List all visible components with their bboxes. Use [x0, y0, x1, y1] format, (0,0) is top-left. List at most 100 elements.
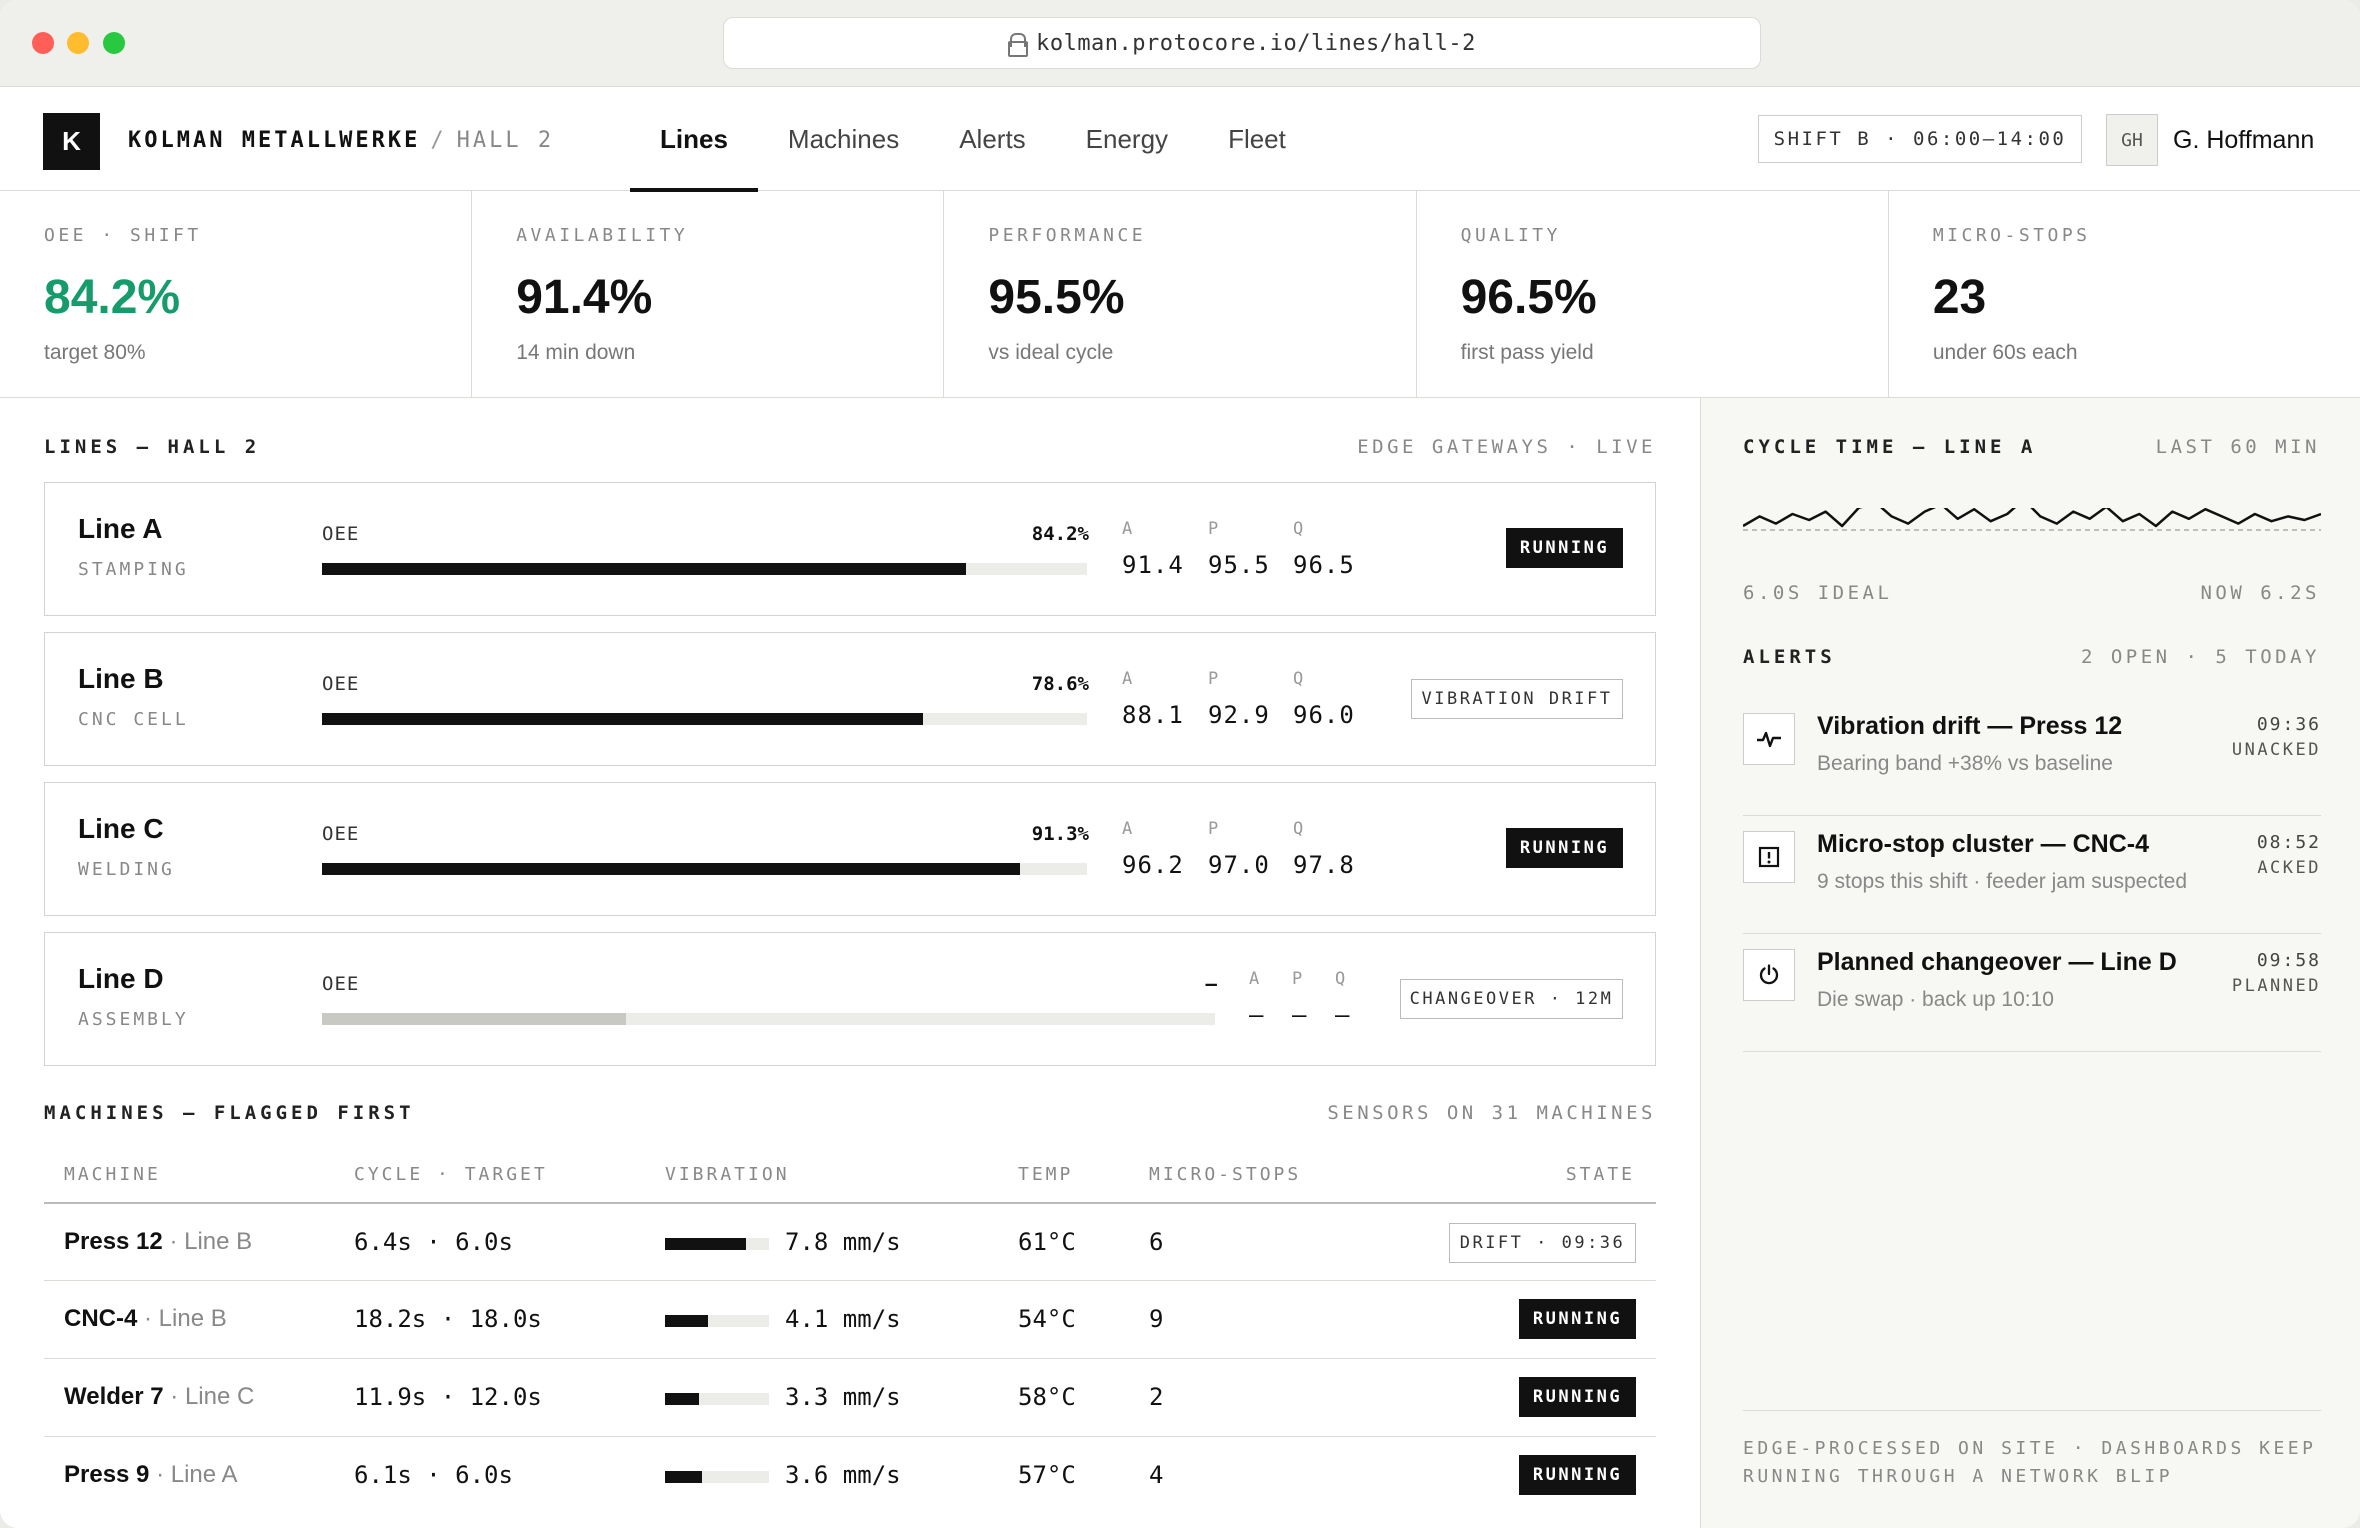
line-name: Line C	[78, 813, 164, 844]
avatar[interactable]: GH	[2106, 114, 2158, 166]
cycle-chart-meta: LAST 60 MIN	[2155, 436, 2320, 458]
tab-lines[interactable]: Lines	[630, 87, 758, 192]
q-label: Q	[1293, 519, 1304, 539]
table-row[interactable]: Press 12 · Line B 6.4s · 6.0s 7.8 mm/s 6…	[44, 1202, 1656, 1280]
micro-stops-cell: 2	[1149, 1383, 1164, 1411]
status-badge: RUNNING	[1519, 1455, 1636, 1495]
kpi-sub: 14 min down	[516, 341, 636, 364]
kpi-value: 23	[1932, 271, 1987, 324]
logo[interactable]: K	[43, 113, 100, 170]
kpi-sub: vs ideal cycle	[988, 341, 1114, 364]
performance-value: 97.0	[1208, 851, 1270, 879]
line-card-c[interactable]: Line C WELDING OEE 91.3% A P Q 96.2 97.0…	[44, 782, 1656, 916]
kpi-sub: under 60s each	[1932, 341, 2078, 364]
kpi-strip: OEE · SHIFT 84.2% target 80% AVAILABILIT…	[0, 191, 2360, 398]
oee-value: 91.3%	[1031, 823, 1089, 845]
line-card-a[interactable]: Line A STAMPING OEE 84.2% A P Q 91.4 95.…	[44, 482, 1656, 616]
q-label: Q	[1335, 969, 1346, 989]
machine-cell: Press 9 · Line A	[64, 1461, 237, 1489]
maximize-window-button[interactable]	[103, 32, 125, 54]
kpi-label: OEE · SHIFT	[44, 225, 202, 246]
alert-subtitle: 9 stops this shift · feeder jam suspecte…	[1817, 870, 2188, 893]
line-type: ASSEMBLY	[78, 1009, 189, 1030]
power-icon	[1743, 949, 1795, 1001]
hall-name[interactable]: HALL 2	[456, 128, 555, 153]
kpi-value: 95.5%	[988, 271, 1125, 324]
machine-line: · Line B	[144, 1305, 227, 1332]
kpi-sub: first pass yield	[1460, 341, 1594, 364]
tab-energy[interactable]: Energy	[1085, 123, 1169, 154]
machine-name: Welder 7	[64, 1383, 164, 1410]
column-header-state[interactable]: STATE	[1565, 1164, 1635, 1185]
table-row[interactable]: Welder 7 · Line C 11.9s · 12.0s 3.3 mm/s…	[44, 1358, 1656, 1436]
alert-item[interactable]: Micro-stop cluster — CNC-4 9 stops this …	[1743, 816, 2321, 934]
kpi-sub: target 80%	[44, 341, 146, 364]
machines-section-title: MACHINES — FLAGGED FIRST	[44, 1102, 415, 1124]
oee-label: OEE	[322, 823, 360, 845]
right-panel: CYCLE TIME — LINE A LAST 60 MIN 6.0S IDE…	[1700, 398, 2360, 1528]
cycle-chart-title: CYCLE TIME — LINE A	[1743, 436, 2037, 458]
vibration-bar-fill	[665, 1393, 700, 1405]
alert-item[interactable]: Vibration drift — Press 12 Bearing band …	[1743, 698, 2321, 816]
breadcrumb: KOLMAN METALLWERKE / HALL 2	[128, 128, 554, 153]
address-bar[interactable]: kolman.protocore.io/lines/hall-2	[723, 17, 1761, 69]
micro-stops-cell: 4	[1149, 1461, 1164, 1489]
temp-cell: 54°C	[1018, 1305, 1076, 1333]
table-row[interactable]: Press 9 · Line A 6.1s · 6.0s 3.6 mm/s 57…	[44, 1436, 1656, 1514]
availability-value: 88.1	[1122, 701, 1184, 729]
pulse-icon	[1743, 713, 1795, 765]
close-window-button[interactable]	[32, 32, 54, 54]
tab-machines[interactable]: Machines	[787, 123, 900, 154]
shift-selector[interactable]: SHIFT B · 06:00–14:00	[1758, 115, 2082, 163]
quality-value: 96.0	[1293, 701, 1355, 729]
p-label: P	[1292, 969, 1303, 989]
column-header-micro-stops[interactable]: MICRO-STOPS	[1149, 1164, 1302, 1185]
column-header-machine[interactable]: MACHINE	[64, 1164, 161, 1185]
line-card-d[interactable]: Line D ASSEMBLY OEE – A P Q – – – CHANGE…	[44, 932, 1656, 1066]
quality-value: 97.8	[1293, 851, 1355, 879]
vibration-bar	[665, 1238, 769, 1250]
micro-stops-cell: 9	[1149, 1305, 1164, 1333]
company-name: KOLMAN METALLWERKE	[128, 128, 421, 153]
kpi-performance: PERFORMANCE 95.5% vs ideal cycle	[944, 191, 1417, 397]
column-header-vibration[interactable]: VIBRATION	[665, 1164, 790, 1185]
machine-name: Press 9	[64, 1461, 150, 1488]
temp-cell: 61°C	[1018, 1228, 1076, 1256]
tab-fleet[interactable]: Fleet	[1228, 123, 1286, 154]
oee-value: 84.2%	[1031, 523, 1089, 545]
machine-cell: CNC-4 · Line B	[64, 1305, 227, 1333]
line-name: Line A	[78, 513, 163, 544]
kpi-quality: QUALITY 96.5% first pass yield	[1417, 191, 1889, 397]
machines-section-meta: SENSORS ON 31 MACHINES	[1327, 1102, 1656, 1124]
alert-item[interactable]: Planned changeover — Line D Die swap · b…	[1743, 934, 2321, 1052]
status-badge: RUNNING	[1519, 1299, 1636, 1339]
oee-bar	[322, 1013, 1215, 1025]
tab-alerts[interactable]: Alerts	[959, 123, 1026, 154]
oee-label: OEE	[322, 973, 360, 995]
cycle-cell: 6.1s · 6.0s	[354, 1461, 513, 1489]
status-badge: DRIFT · 09:36	[1449, 1223, 1636, 1263]
oee-bar	[322, 563, 1087, 575]
vibration-bar	[665, 1315, 769, 1327]
vibration-bar-fill	[665, 1471, 703, 1483]
machine-line: · Line B	[169, 1228, 253, 1255]
column-header-cycle[interactable]: CYCLE · TARGET	[354, 1164, 548, 1185]
kpi-label: AVAILABILITY	[516, 225, 689, 246]
cycle-cell: 6.4s · 6.0s	[354, 1228, 513, 1256]
minimize-window-button[interactable]	[67, 32, 89, 54]
user-name[interactable]: G. Hoffmann	[2173, 126, 2315, 154]
cycle-cell: 11.9s · 12.0s	[354, 1383, 542, 1411]
column-header-temp[interactable]: TEMP	[1018, 1164, 1074, 1185]
lines-section-title: LINES — HALL 2	[44, 436, 261, 458]
table-row[interactable]: CNC-4 · Line B 18.2s · 18.0s 4.1 mm/s 54…	[44, 1280, 1656, 1358]
oee-bar	[322, 713, 1087, 725]
status-badge: RUNNING	[1519, 1377, 1636, 1417]
availability-value: 96.2	[1122, 851, 1184, 879]
alert-status: PLANNED	[2231, 976, 2321, 996]
line-card-b[interactable]: Line B CNC CELL OEE 78.6% A P Q 88.1 92.…	[44, 632, 1656, 766]
kpi-value: 84.2%	[44, 271, 181, 324]
vibration-cell: 3.6 mm/s	[785, 1461, 901, 1489]
micro-stops-cell: 6	[1149, 1228, 1164, 1256]
alerts-section-meta: 2 OPEN · 5 TODAY	[2080, 646, 2320, 668]
